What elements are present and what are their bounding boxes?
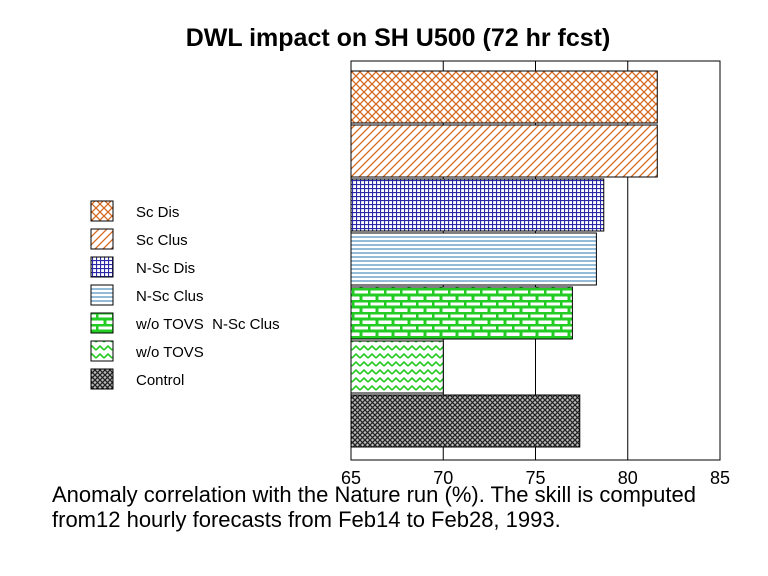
bar bbox=[350, 340, 444, 394]
bar bbox=[350, 70, 658, 124]
legend-swatch bbox=[90, 228, 114, 250]
legend-swatch bbox=[90, 340, 114, 362]
legend-label: Sc Dis bbox=[136, 204, 179, 221]
x-tick-label: 65 bbox=[341, 468, 361, 488]
legend-label: w/o TOVS N-Sc Clus bbox=[135, 316, 280, 333]
legend-swatch bbox=[90, 312, 114, 334]
legend-swatch bbox=[90, 256, 114, 278]
bar bbox=[350, 124, 658, 178]
legend-label: Sc Clus bbox=[136, 232, 188, 249]
bar bbox=[350, 178, 605, 232]
bar bbox=[350, 286, 573, 340]
legend-label: Control bbox=[136, 372, 184, 389]
x-tick-label: 75 bbox=[525, 468, 545, 488]
chart-caption: Anomaly correlation with the Nature run … bbox=[52, 482, 696, 532]
bar bbox=[350, 394, 581, 448]
chart-title: DWL impact on SH U500 (72 hr fcst) bbox=[185, 24, 611, 52]
bar bbox=[350, 232, 597, 286]
legend-swatch bbox=[90, 200, 114, 222]
x-tick-label: 80 bbox=[618, 468, 638, 488]
x-tick-label: 85 bbox=[710, 468, 730, 488]
x-tick-label: 70 bbox=[433, 468, 453, 488]
legend-swatch bbox=[90, 368, 114, 390]
legend-label: w/o TOVS bbox=[135, 344, 204, 361]
legend-label: N-Sc Dis bbox=[136, 260, 195, 277]
legend-swatch bbox=[90, 284, 114, 306]
plot-frame bbox=[350, 60, 721, 461]
legend-label: N-Sc Clus bbox=[136, 288, 204, 305]
